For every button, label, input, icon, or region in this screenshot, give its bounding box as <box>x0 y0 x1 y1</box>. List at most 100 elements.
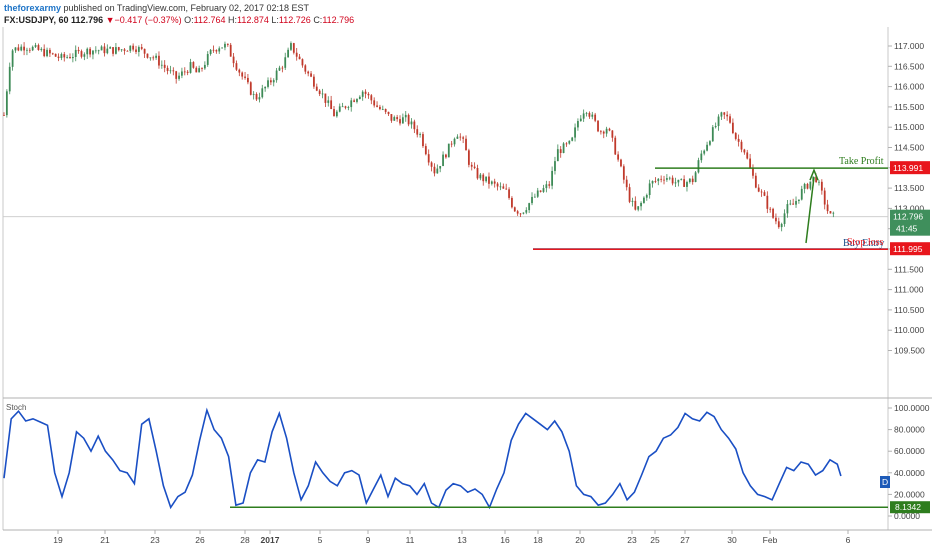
candle-body <box>513 207 516 212</box>
projection-arrow-line <box>805 177 815 244</box>
candle-body <box>264 86 267 89</box>
candle-body <box>436 168 439 174</box>
symbol-label[interactable]: FX:USDJPY, 60 <box>4 15 69 25</box>
candle-body <box>648 183 651 196</box>
stoch-series-marker <box>880 476 890 488</box>
candle-body <box>777 221 780 228</box>
author-link[interactable]: theforexarmy <box>4 3 62 13</box>
candle-body <box>531 196 533 204</box>
candle-body <box>548 184 551 186</box>
candle-body <box>620 159 622 167</box>
candle-body <box>588 112 591 117</box>
candle-body <box>700 153 703 161</box>
candle-body <box>307 71 310 74</box>
candle-body <box>244 76 246 78</box>
low-label: L: <box>271 15 279 25</box>
candle-body <box>103 46 106 54</box>
candle-body <box>622 166 625 180</box>
candle-body <box>709 141 711 145</box>
candle-body <box>823 190 826 205</box>
stoch-tick-label: 60.0000 <box>894 446 925 456</box>
candle-body <box>186 71 189 73</box>
stoch-tick-label: 40.0000 <box>894 468 925 478</box>
candle-body <box>551 170 554 186</box>
time-tick-label: 11 <box>406 535 415 545</box>
take-profit-badge-text: 113.991 <box>893 163 923 173</box>
candle-body <box>358 96 361 99</box>
close-label: C: <box>313 15 323 25</box>
candle-body <box>341 106 344 108</box>
price-tick-label: 113.000 <box>894 203 924 213</box>
candle-body <box>106 48 109 54</box>
candle-body <box>740 141 743 150</box>
candle-body <box>407 114 410 125</box>
candle-body <box>734 133 737 139</box>
candle-body <box>752 168 754 176</box>
candle-body <box>439 166 442 169</box>
candle-body <box>404 114 407 118</box>
candle-body <box>390 114 393 121</box>
candle-body <box>516 211 519 214</box>
candle-body <box>772 208 774 218</box>
candle-body <box>5 91 8 116</box>
stoch-level-badge-text: 8.1342 <box>895 502 921 512</box>
current-price-badge <box>890 209 930 236</box>
candle-body <box>304 65 307 72</box>
candle-body <box>129 45 132 51</box>
candle-body <box>413 121 416 130</box>
candle-body <box>677 179 680 183</box>
price-tick-label: 116.000 <box>894 82 924 92</box>
candle-body <box>235 63 238 70</box>
candle-body <box>683 179 686 187</box>
candle-body <box>456 136 459 139</box>
projection-arrow-head <box>809 168 819 181</box>
candle-body <box>493 181 496 184</box>
stop-loss-badge-text: 111.995 <box>893 244 923 254</box>
candle-body <box>789 203 792 205</box>
candle-body <box>447 143 450 158</box>
candle-body <box>691 178 694 183</box>
candle-body <box>215 50 218 52</box>
candle-body <box>384 108 387 112</box>
candle-body <box>269 80 272 83</box>
candle-body <box>23 46 25 51</box>
candle-body <box>26 49 28 51</box>
candle-body <box>172 70 175 72</box>
candle-body <box>783 213 786 224</box>
candle-body <box>43 48 46 57</box>
candle-body <box>373 100 376 106</box>
candle-body <box>310 73 312 77</box>
candle-body <box>505 188 508 190</box>
candle-body <box>445 154 447 158</box>
candle-body <box>631 200 634 202</box>
candle-body <box>688 178 691 183</box>
candle-body <box>545 184 548 189</box>
candle-body <box>450 143 453 145</box>
candle-body <box>155 55 157 58</box>
candle-body <box>201 68 203 69</box>
candle-body <box>760 191 763 193</box>
candle-body <box>786 204 789 214</box>
candle-body <box>158 55 160 66</box>
candle-body <box>77 49 80 52</box>
candle-body <box>467 150 470 165</box>
candle-body <box>109 47 112 49</box>
candle-body <box>115 47 117 54</box>
candle-body <box>367 93 370 96</box>
time-tick-label: 27 <box>680 535 690 545</box>
candle-body <box>697 160 700 173</box>
candle-body <box>241 72 244 77</box>
price-tick-label: 110.000 <box>894 325 924 335</box>
time-tick-label: 21 <box>100 535 110 545</box>
time-tick-label: 28 <box>240 535 250 545</box>
candle-body <box>462 137 465 139</box>
candle-body <box>258 97 261 100</box>
time-tick-label: 19 <box>53 535 63 545</box>
candle-body <box>94 50 97 52</box>
candle-body <box>665 178 668 180</box>
candle-body <box>519 213 522 215</box>
stoch-tick-label: 20.0000 <box>894 489 925 499</box>
candle-body <box>281 67 284 69</box>
buy-entry-label: Buy Entry <box>843 238 884 249</box>
